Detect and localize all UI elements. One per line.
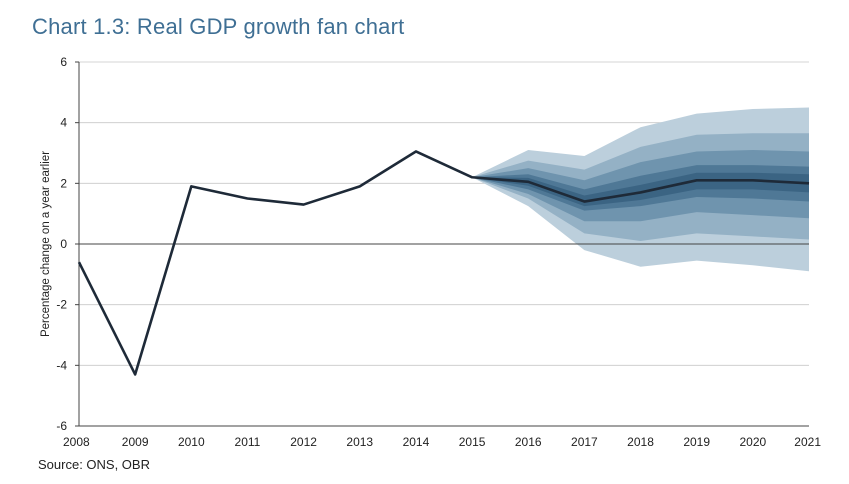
y-tick-label-4: -2 [56,298,67,312]
y-tick-label-2: 2 [60,176,67,190]
x-tick-label-6: 2014 [403,435,430,449]
x-tick-label-3: 2011 [235,435,261,449]
x-tick-label-2: 2010 [178,435,205,449]
x-tick-label-12: 2020 [739,435,766,449]
x-tick-label-13: 2021 [794,435,821,449]
chart-title: Chart 1.3: Real GDP growth fan chart [32,14,405,39]
x-tick-label-1: 2009 [122,435,149,449]
series-line-0 [77,150,810,376]
x-tick-labels: 2008 2009 2010 2011 2012 2013 2014 2015 2016 2017… [63,435,821,449]
y-tick-label-1: 4 [60,116,67,130]
x-tick-label-8: 2016 [515,435,542,449]
fan-bands [472,107,809,272]
y-axis-label: Percentage change on a year earlier [40,151,52,337]
x-tick-label-11: 2019 [683,435,710,449]
y-tick-label-0: 6 [60,55,67,69]
y-tick-label-3: 0 [60,237,67,251]
source-note: Source: ONS, OBR [38,457,150,472]
y-tick-labels: 6 4 2 0 -2 -4 -6 [56,55,67,433]
x-tick-label-0: 2008 [63,435,90,449]
x-tick-label-4: 2012 [290,435,317,449]
gdp-line [77,150,810,376]
y-tick-label-5: -4 [56,358,67,372]
x-tick-label-5: 2013 [346,435,373,449]
x-tick-label-7: 2015 [459,435,486,449]
y-tick-label-6: -6 [56,419,67,433]
x-tick-label-10: 2018 [627,435,654,449]
x-tick-label-9: 2017 [571,435,598,449]
axes [75,61,809,427]
